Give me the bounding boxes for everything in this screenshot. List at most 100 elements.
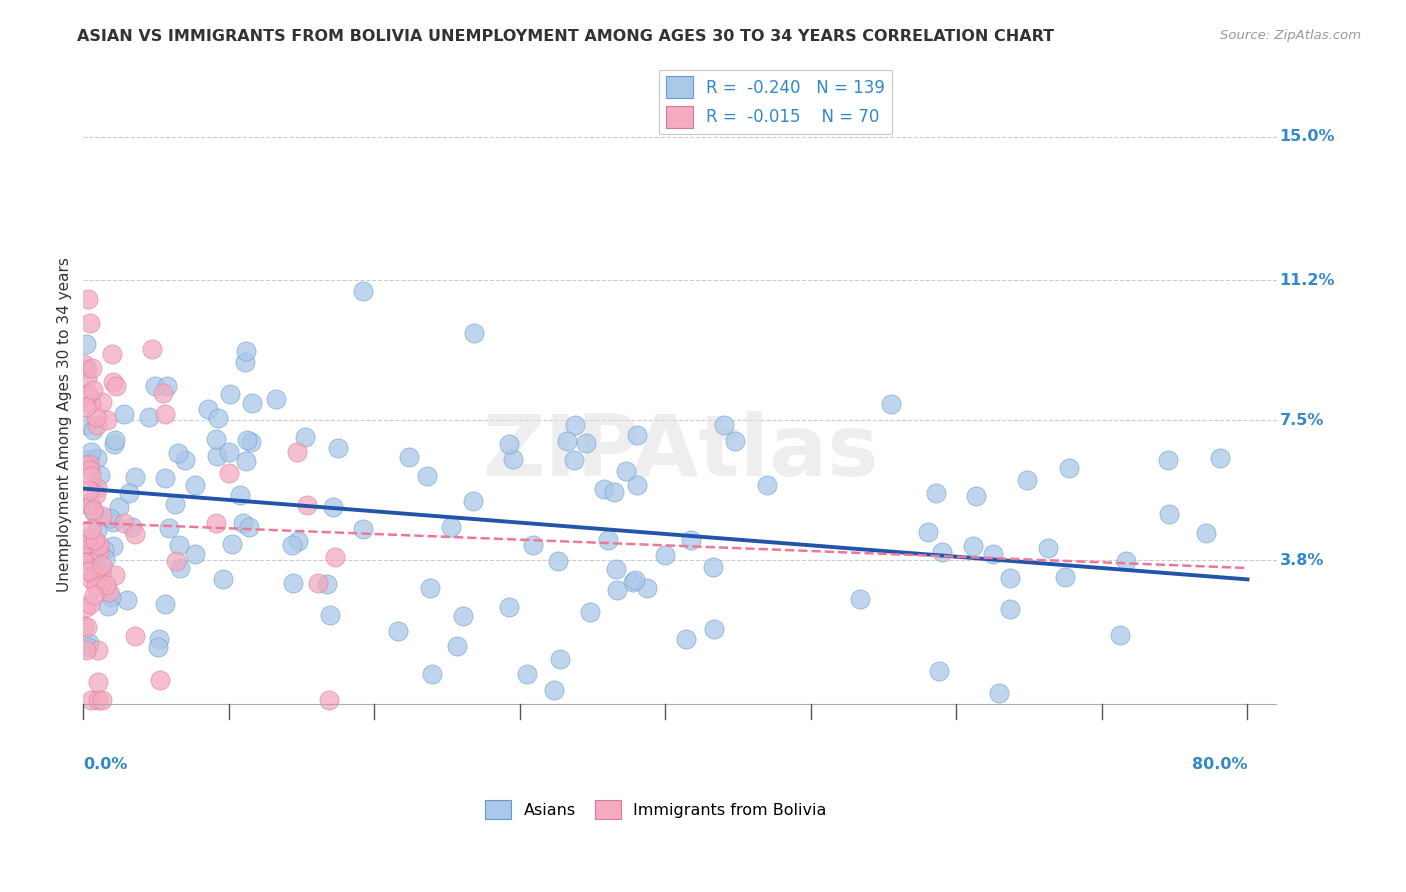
Point bbox=[103, 516, 125, 530]
Text: ASIAN VS IMMIGRANTS FROM BOLIVIA UNEMPLOYMENT AMONG AGES 30 TO 34 YEARS CORRELAT: ASIAN VS IMMIGRANTS FROM BOLIVIA UNEMPLO… bbox=[77, 29, 1054, 44]
Point bbox=[124, 470, 146, 484]
Point bbox=[702, 560, 724, 574]
Point bbox=[117, 593, 139, 607]
Point bbox=[76, 531, 98, 545]
Point bbox=[422, 667, 444, 681]
Text: ZIPAtlas: ZIPAtlas bbox=[482, 411, 879, 494]
Point bbox=[89, 538, 111, 552]
Point bbox=[238, 520, 260, 534]
Point bbox=[626, 478, 648, 492]
Point bbox=[235, 454, 257, 468]
Point bbox=[82, 547, 104, 561]
Point bbox=[167, 446, 190, 460]
Point bbox=[323, 549, 346, 564]
Point bbox=[89, 566, 111, 581]
Point bbox=[621, 575, 644, 590]
Point bbox=[94, 552, 117, 566]
Point bbox=[89, 543, 111, 558]
Point bbox=[86, 409, 108, 424]
Point bbox=[322, 500, 344, 514]
Point bbox=[80, 522, 103, 536]
Point bbox=[84, 579, 107, 593]
Point bbox=[1109, 628, 1132, 642]
Point bbox=[463, 326, 485, 340]
Point bbox=[82, 383, 104, 397]
Point bbox=[326, 441, 349, 455]
Point bbox=[82, 423, 104, 437]
Point bbox=[229, 488, 252, 502]
Point bbox=[965, 489, 987, 503]
Point bbox=[75, 336, 97, 351]
Point bbox=[90, 693, 112, 707]
Point bbox=[221, 537, 243, 551]
Point bbox=[90, 565, 112, 579]
Point bbox=[103, 437, 125, 451]
Point bbox=[626, 427, 648, 442]
Point bbox=[75, 599, 97, 614]
Point bbox=[79, 316, 101, 330]
Point bbox=[75, 458, 97, 473]
Point bbox=[1054, 570, 1077, 584]
Text: 80.0%: 80.0% bbox=[1192, 757, 1247, 772]
Point bbox=[143, 379, 166, 393]
Point bbox=[184, 547, 207, 561]
Point bbox=[285, 445, 308, 459]
Point bbox=[352, 284, 374, 298]
Text: 11.2%: 11.2% bbox=[1279, 273, 1336, 288]
Point bbox=[100, 590, 122, 604]
Point bbox=[555, 434, 578, 448]
Point bbox=[169, 561, 191, 575]
Point bbox=[93, 543, 115, 558]
Point bbox=[724, 434, 747, 448]
Point bbox=[564, 417, 586, 432]
Point bbox=[197, 401, 219, 416]
Point bbox=[80, 396, 103, 410]
Point bbox=[281, 575, 304, 590]
Text: 3.8%: 3.8% bbox=[1279, 553, 1324, 568]
Point bbox=[87, 674, 110, 689]
Point bbox=[73, 358, 96, 372]
Point bbox=[124, 526, 146, 541]
Point bbox=[76, 620, 98, 634]
Point bbox=[82, 503, 104, 517]
Point bbox=[516, 667, 538, 681]
Point bbox=[97, 599, 120, 613]
Point bbox=[80, 360, 103, 375]
Point bbox=[155, 407, 177, 421]
Legend: Asians, Immigrants from Bolivia: Asians, Immigrants from Bolivia bbox=[479, 794, 834, 825]
Point bbox=[91, 558, 114, 573]
Point bbox=[596, 533, 619, 547]
Point bbox=[104, 379, 127, 393]
Point bbox=[77, 293, 100, 307]
Point bbox=[79, 483, 101, 498]
Point bbox=[141, 342, 163, 356]
Point bbox=[543, 683, 565, 698]
Point bbox=[112, 516, 135, 530]
Point bbox=[925, 486, 948, 500]
Point bbox=[207, 411, 229, 425]
Point bbox=[451, 609, 474, 624]
Point bbox=[91, 509, 114, 524]
Point bbox=[79, 469, 101, 483]
Point bbox=[76, 361, 98, 376]
Point bbox=[679, 533, 702, 547]
Point bbox=[165, 554, 187, 568]
Point bbox=[112, 407, 135, 421]
Point bbox=[593, 483, 616, 497]
Point bbox=[636, 582, 658, 596]
Point bbox=[205, 433, 228, 447]
Point bbox=[167, 538, 190, 552]
Point bbox=[146, 640, 169, 654]
Point bbox=[498, 436, 520, 450]
Point bbox=[118, 485, 141, 500]
Point bbox=[1038, 541, 1060, 556]
Point bbox=[73, 618, 96, 632]
Point bbox=[242, 396, 264, 410]
Point bbox=[1156, 453, 1178, 467]
Point bbox=[998, 602, 1021, 616]
Point bbox=[79, 444, 101, 458]
Point bbox=[998, 571, 1021, 585]
Point bbox=[416, 469, 439, 483]
Point bbox=[101, 375, 124, 389]
Point bbox=[84, 487, 107, 501]
